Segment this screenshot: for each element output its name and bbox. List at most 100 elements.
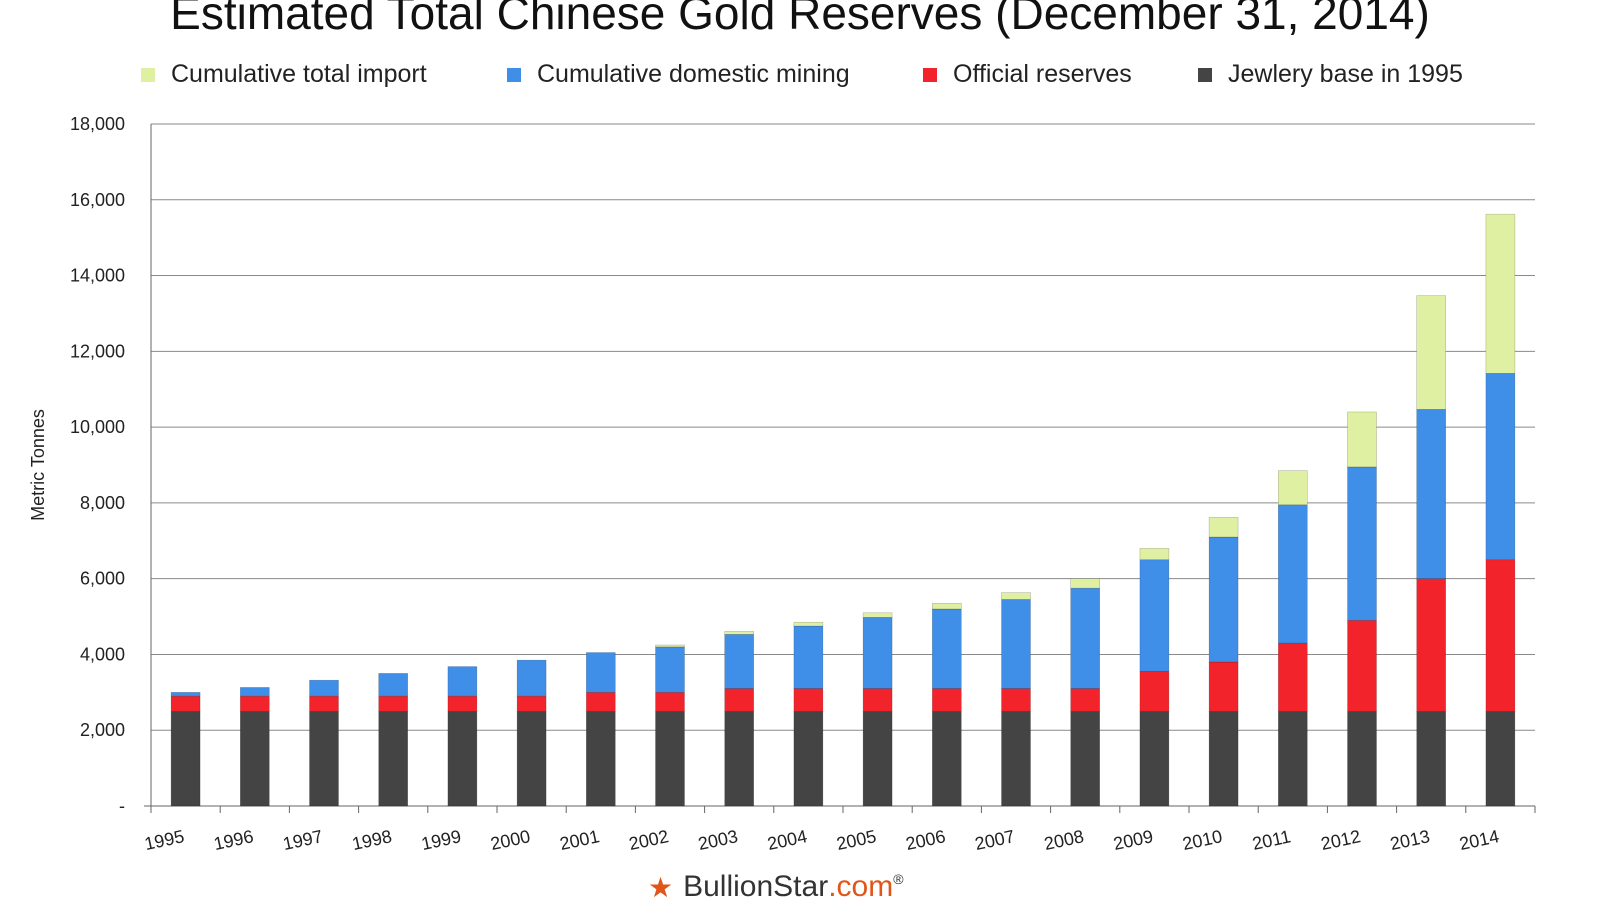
legend-label: Official reserves bbox=[953, 60, 1132, 88]
brand-logo: ★ BullionStar .com ® bbox=[648, 870, 904, 904]
bar-segment-2006 bbox=[931, 602, 962, 610]
bar-segment-2007 bbox=[1001, 710, 1031, 807]
bar-segment-2003 bbox=[724, 688, 755, 712]
bar-segment-2002 bbox=[655, 710, 685, 807]
bar-segment-2010 bbox=[1208, 536, 1239, 663]
bar-segment-1998 bbox=[378, 673, 409, 697]
x-tick-label: 1995 bbox=[143, 826, 186, 854]
bar-segment-2008 bbox=[1070, 688, 1100, 712]
x-tick-label: 2002 bbox=[627, 826, 670, 854]
bar-segment-2013 bbox=[1416, 578, 1446, 712]
bar-segment-2005 bbox=[862, 617, 893, 689]
bar-segment-1998 bbox=[378, 695, 409, 712]
x-tick-label: 2013 bbox=[1388, 826, 1431, 854]
bar-segment-1996 bbox=[240, 695, 270, 712]
bar-segment-2013 bbox=[1416, 295, 1446, 410]
bar-segment-2003 bbox=[724, 710, 755, 807]
bar-segment-2008 bbox=[1070, 587, 1100, 689]
bar-segment-2002 bbox=[655, 692, 685, 712]
bar-segment-2012 bbox=[1347, 620, 1377, 712]
chart-title: Estimated Total Chinese Gold Reserves (D… bbox=[170, 0, 1430, 39]
bar-segment-1998 bbox=[378, 710, 409, 807]
bar-segment-2004 bbox=[793, 621, 824, 627]
bar-segment-2003 bbox=[724, 634, 755, 689]
bar-segment-2007 bbox=[1001, 592, 1031, 600]
legend-swatch bbox=[507, 67, 521, 82]
y-axis-label: Metric Tonnes bbox=[28, 409, 48, 521]
bar-segment-2004 bbox=[793, 710, 824, 807]
bar-segment-2000 bbox=[516, 710, 547, 807]
bar-segment-2000 bbox=[516, 659, 547, 697]
bar-segment-2006 bbox=[931, 710, 962, 807]
x-tick-label: 2007 bbox=[973, 826, 1016, 854]
star-logo-icon: ★ bbox=[648, 871, 674, 903]
bar-segment-1999 bbox=[447, 695, 478, 712]
bar-segment-2004 bbox=[793, 625, 824, 689]
x-tick-label: 2000 bbox=[489, 826, 532, 854]
chart-legend: Cumulative total import Cumulative domes… bbox=[0, 60, 1600, 96]
legend-item-official-reserves: Official reserves bbox=[923, 60, 1132, 89]
bar-segment-2005 bbox=[862, 612, 893, 618]
brand-name: BullionStar bbox=[683, 870, 829, 903]
bar-segment-2014 bbox=[1485, 710, 1516, 807]
y-tick-label: 4,000 bbox=[80, 644, 125, 664]
x-tick-label: 2005 bbox=[835, 826, 878, 854]
x-tick-label: 2006 bbox=[904, 826, 947, 854]
bar-segment-2012 bbox=[1347, 411, 1377, 468]
bar-segment-2006 bbox=[931, 688, 962, 712]
y-tick-label: - bbox=[119, 796, 125, 816]
bar-segment-1996 bbox=[240, 710, 270, 807]
bar-segment-2010 bbox=[1208, 516, 1239, 538]
bar-segment-2009 bbox=[1139, 548, 1170, 561]
brand-domain: .com bbox=[828, 870, 894, 903]
bar-segment-2000 bbox=[516, 695, 547, 712]
bar-segment-2012 bbox=[1347, 466, 1377, 621]
bar-segment-2010 bbox=[1208, 661, 1239, 712]
bar-segment-2011 bbox=[1278, 642, 1308, 712]
y-tick-label: 2,000 bbox=[80, 720, 125, 740]
x-tick-label: 2001 bbox=[558, 826, 601, 854]
bar-segment-2011 bbox=[1278, 504, 1308, 644]
x-tick-label: 2010 bbox=[1181, 826, 1224, 854]
y-tick-label: 16,000 bbox=[70, 190, 125, 210]
legend-label: Jewlery base in 1995 bbox=[1228, 60, 1463, 88]
bar-segment-2004 bbox=[793, 688, 824, 712]
bar-segment-2006 bbox=[931, 608, 962, 689]
y-tick-label: 10,000 bbox=[70, 417, 125, 437]
legend-item-cumulative-total-import: Cumulative total import bbox=[141, 60, 427, 89]
x-tick-label: 1999 bbox=[419, 826, 462, 854]
bar-segment-1997 bbox=[309, 695, 339, 712]
x-tick-label: 2004 bbox=[765, 826, 808, 854]
bar-segment-1997 bbox=[309, 679, 339, 697]
bar-segment-2007 bbox=[1001, 688, 1031, 712]
bar-segment-2009 bbox=[1139, 671, 1170, 712]
legend-label: Cumulative total import bbox=[171, 60, 427, 88]
y-tick-label: 8,000 bbox=[80, 493, 125, 513]
y-tick-label: 18,000 bbox=[70, 114, 125, 134]
bar-segment-2013 bbox=[1416, 710, 1446, 807]
legend-item-cumulative-domestic-mining: Cumulative domestic mining bbox=[507, 60, 850, 89]
bar-segment-2014 bbox=[1485, 373, 1516, 561]
y-tick-label: 12,000 bbox=[70, 341, 125, 361]
bar-segment-2009 bbox=[1139, 710, 1170, 807]
bar-segment-1995 bbox=[170, 692, 201, 697]
bar-segment-1996 bbox=[240, 687, 270, 697]
bar-segment-2012 bbox=[1347, 710, 1377, 807]
x-tick-label: 2014 bbox=[1457, 826, 1500, 854]
y-tick-label: 6,000 bbox=[80, 569, 125, 589]
legend-item-jewlery-base: Jewlery base in 1995 bbox=[1198, 60, 1463, 89]
legend-swatch bbox=[141, 67, 155, 82]
bar-segment-1999 bbox=[447, 666, 478, 697]
bar-segment-2007 bbox=[1001, 599, 1031, 689]
bar-segment-1995 bbox=[170, 710, 201, 807]
bar-segment-2014 bbox=[1485, 213, 1516, 374]
bar-segment-1999 bbox=[447, 710, 478, 807]
x-tick-label: 2009 bbox=[1111, 826, 1154, 854]
bar-segment-2014 bbox=[1485, 559, 1516, 712]
bar-segment-2008 bbox=[1070, 710, 1100, 807]
y-tick-label: 14,000 bbox=[70, 266, 125, 286]
bar-segment-2009 bbox=[1139, 559, 1170, 672]
bar-segment-1995 bbox=[170, 695, 201, 712]
